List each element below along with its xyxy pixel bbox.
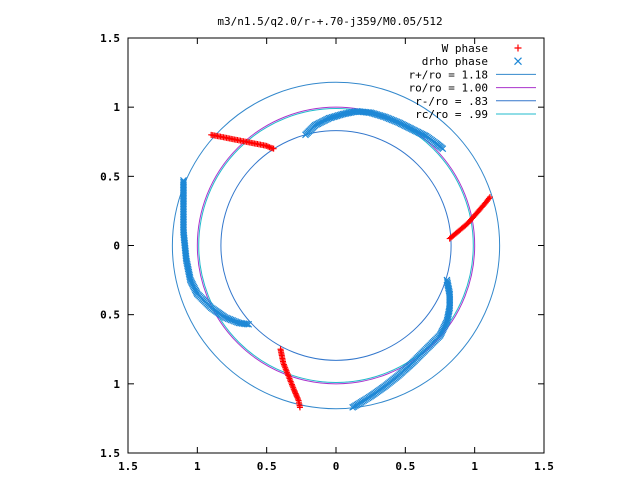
data-point xyxy=(514,57,522,66)
x-tick-label: 0 xyxy=(333,460,340,473)
data-point xyxy=(296,404,303,411)
x-tick-label: 1.5 xyxy=(534,460,554,473)
reference-circles xyxy=(171,81,501,410)
data-point xyxy=(270,145,277,152)
legend-label: r-/ro = .83 xyxy=(415,95,488,108)
y-tick-label: 1.5 xyxy=(100,32,120,45)
legend-item: drho phase xyxy=(422,55,522,68)
y-tick-label: 1 xyxy=(113,378,120,391)
data-point xyxy=(263,142,270,149)
x-tick-label: 1 xyxy=(471,460,478,473)
reference-circle xyxy=(171,81,501,410)
x-tick-label: 1.5 xyxy=(118,460,138,473)
chart-title: m3/n1.5/q2.0/r-+.70-j359/M0.05/512 xyxy=(217,15,442,28)
data-point xyxy=(514,44,522,52)
y-tick-label: 1 xyxy=(113,101,120,114)
legend-item: r-/ro = .83 xyxy=(415,95,536,108)
legend-label: ro/ro = 1.00 xyxy=(409,82,488,95)
series-w-phase xyxy=(208,131,493,411)
legend-label: W phase xyxy=(442,42,488,55)
axis-ticks: 1.5 1 0.5 0 0.5 1 1.51.510.500.511.5 xyxy=(100,32,554,473)
data-point xyxy=(349,403,357,411)
data-point xyxy=(245,320,253,328)
y-tick-label: 1.5 xyxy=(100,447,120,460)
series-drho-phase xyxy=(180,107,454,411)
data-point xyxy=(486,194,493,201)
legend-label: rc/ro = .99 xyxy=(415,108,488,121)
legend-label: drho phase xyxy=(422,55,488,68)
legend-label: r+/ro = 1.18 xyxy=(409,68,488,81)
reference-circle xyxy=(220,130,452,361)
legend-item: W phase xyxy=(442,42,522,55)
legend-item: ro/ro = 1.00 xyxy=(409,82,536,95)
x-tick-label: 1 xyxy=(194,460,201,473)
x-tick-label: 0.5 xyxy=(257,460,277,473)
y-tick-label: 0.5 xyxy=(100,309,120,322)
data-series xyxy=(180,107,493,411)
legend-item: r+/ro = 1.18 xyxy=(409,68,536,81)
y-tick-label: 0.5 xyxy=(100,170,120,183)
data-point xyxy=(439,145,447,153)
y-tick-label: 0 xyxy=(113,240,120,253)
legend-item: rc/ro = .99 xyxy=(415,108,536,121)
reference-circle xyxy=(196,106,476,385)
data-point xyxy=(243,320,251,328)
x-tick-label: 0.5 xyxy=(395,460,415,473)
data-point xyxy=(265,143,272,150)
data-point xyxy=(485,195,492,202)
reference-circle xyxy=(198,108,474,383)
